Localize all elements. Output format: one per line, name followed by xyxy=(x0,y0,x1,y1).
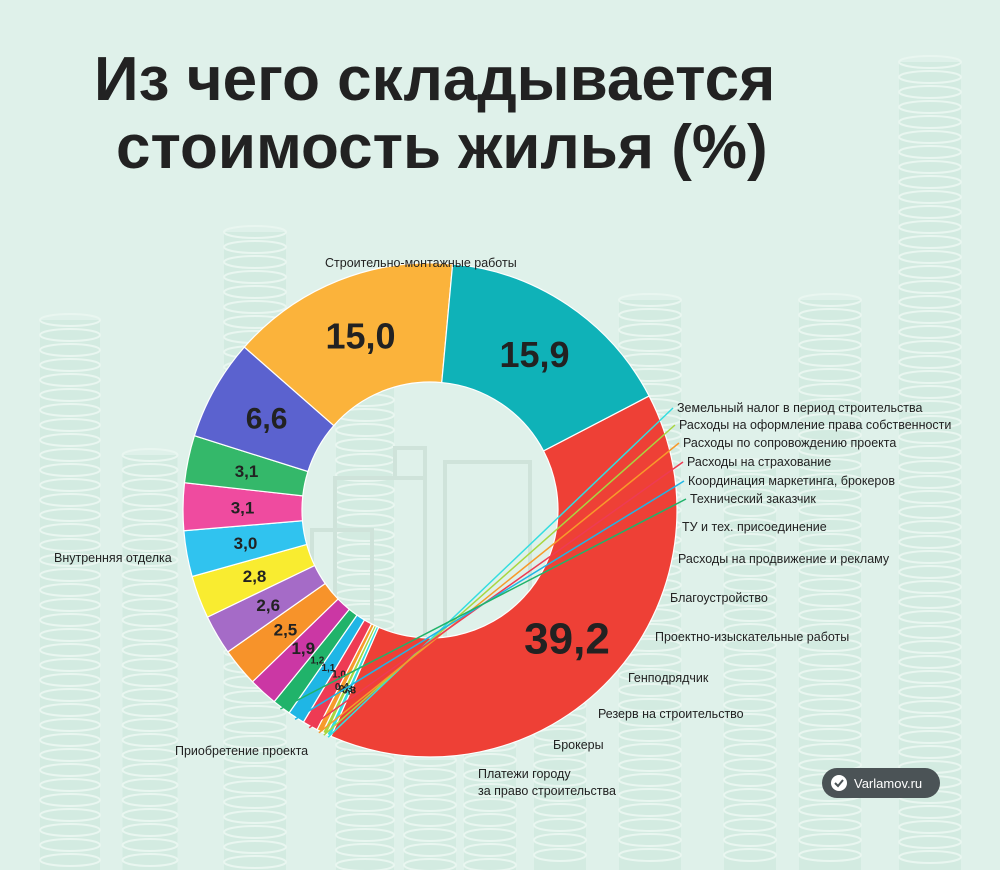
value-label-земельный-налог-в-период-строительства: 0,3 xyxy=(342,686,356,697)
coin-stack xyxy=(898,55,962,870)
category-label-расходы-на-продвижение-и-рекламу: Расходы на продвижение и рекламу xyxy=(678,552,890,566)
value-label-платежи-городу-за-право-строительства: 6,6 xyxy=(246,403,288,436)
value-label-технический-заказчик: 1,2 xyxy=(310,655,324,666)
value-label-ту-и-тех-присоединение: 1,9 xyxy=(291,639,315,658)
value-label-расходы-на-продвижение-и-рекламу: 2,5 xyxy=(274,620,298,639)
value-label-благоустройство: 2,6 xyxy=(256,596,280,615)
value-label-расходы-на-оформление-права-собственности: 0,3 xyxy=(339,684,353,695)
category-label-благоустройство: Благоустройство xyxy=(670,591,768,605)
category-label-резерв-на-строительство: Резерв на строительство xyxy=(598,707,744,721)
value-label-брокеры: 3,1 xyxy=(235,462,259,481)
value-label-проектно-изыскательные-работы: 2,8 xyxy=(243,567,267,586)
value-label-резерв-на-строительство: 3,1 xyxy=(231,498,255,517)
category-label-технический-заказчик: Технический заказчик xyxy=(690,492,816,506)
category-label-расходы-на-оформление-права-собственности: Расходы на оформление права собственност… xyxy=(679,418,951,432)
coin-stack xyxy=(121,448,179,870)
category-label-внутренняя-отделка: Внутренняя отделка xyxy=(54,551,172,565)
category-label-земельный-налог-в-период-строительства: Земельный налог в период строительства xyxy=(677,401,923,415)
value-label-строительно-монтажные-работы: 39,2 xyxy=(524,614,610,663)
value-label-расходы-на-страхование: 1,0 xyxy=(332,669,346,680)
category-label-генподрядчик: Генподрядчик xyxy=(628,671,709,685)
leader-line-расходы-на-оформление-права-собственности xyxy=(323,424,676,736)
coin-stack xyxy=(403,753,457,870)
chart-title-line-1: Из чего складывается xyxy=(94,45,775,114)
slice-внутренняя-отделка xyxy=(441,263,650,452)
leader-line-расходы-на-страхование xyxy=(308,461,684,729)
varlamov-logo-icon xyxy=(831,775,847,791)
category-label-проектно-изыскательные-работы: Проектно-изыскательные работы xyxy=(655,630,849,644)
category-label-брокеры: Брокеры xyxy=(553,738,604,752)
coin-stack xyxy=(723,458,777,870)
category-label-приобретение-проекта: Приобретение проекта xyxy=(175,744,308,758)
category-label-координация-маркетинга-брокеров: Координация маркетинга, брокеров xyxy=(688,474,895,488)
category-label-строительно-монтажные-работы: Строительно-монтажные работы xyxy=(325,256,517,270)
leader-line-технический-заказчик xyxy=(280,498,687,710)
category-label-расходы-по-сопровождению-проекта: Расходы по сопровождению проекта xyxy=(683,436,896,450)
leader-line-расходы-по-сопровождению-проекта xyxy=(318,442,680,734)
value-label-внутренняя-отделка: 15,9 xyxy=(499,334,569,375)
slice-приобретение-проекта xyxy=(243,262,454,427)
source-badge[interactable]: Varlamov.ru xyxy=(822,768,940,798)
category-label-ту-и-тех-присоединение: ТУ и тех. присоединение xyxy=(682,520,827,534)
value-label-приобретение-проекта: 15,0 xyxy=(326,315,396,356)
category-label-платежи-городу-за-право-строительства: Платежи городу за право строительства xyxy=(478,767,616,798)
value-label-координация-маркетинга-брокеров: 1,1 xyxy=(321,663,335,674)
value-label-расходы-по-сопровождению-проекта: 0,4 xyxy=(335,682,349,693)
leader-line-земельный-налог-в-период-строительства xyxy=(327,407,674,738)
value-label-генподрядчик: 3,0 xyxy=(234,534,258,553)
coin-stack xyxy=(39,313,101,870)
chart-title-line-2: стоимость жилья (%) xyxy=(116,113,768,182)
category-label-расходы-на-страхование: Расходы на страхование xyxy=(687,455,831,469)
source-badge-text: Varlamov.ru xyxy=(854,775,923,791)
